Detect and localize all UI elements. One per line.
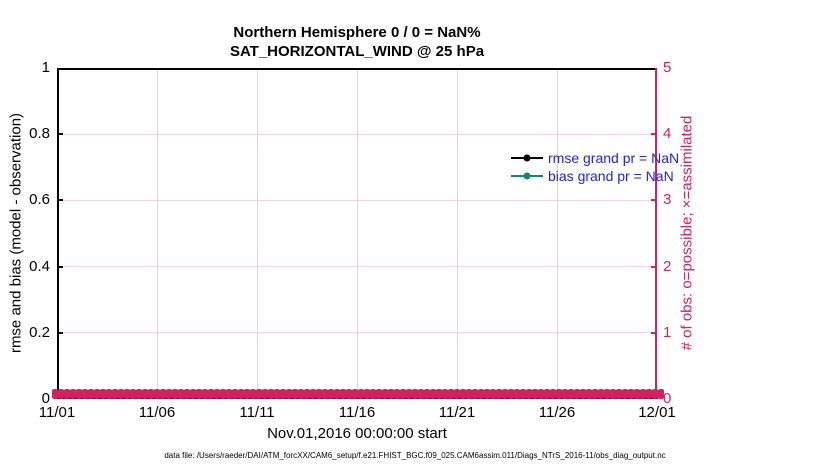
right-y-tick-label: 5 <box>663 59 672 76</box>
rmse-marker-icon <box>523 154 531 162</box>
obs-marker-band <box>52 388 664 400</box>
right-y-tick-mark <box>651 133 657 136</box>
x-axis-label: Nov.01,2016 00:00:00 start <box>267 425 447 442</box>
right-y-tick-mark <box>651 331 657 334</box>
x-gridline <box>256 70 258 398</box>
x-tick-label: 12/01 <box>638 404 676 421</box>
x-tick-label: 11/01 <box>38 404 76 421</box>
left-y-tick-label: 0 <box>41 390 50 407</box>
right-y-tick-label: 4 <box>663 125 672 143</box>
right-y-axis-label: # of obs: o=possible; ×=assimilated <box>678 115 696 351</box>
x-tick-label: 11/06 <box>138 404 176 421</box>
y-gridline <box>59 133 655 135</box>
x-tick-label: 11/26 <box>538 404 576 421</box>
x-tick-label: 11/21 <box>438 404 476 421</box>
right-axis-spine <box>655 68 657 399</box>
left-y-tick-label: 0.2 <box>29 323 50 341</box>
legend-item-bias: bias grand pr = NaN <box>511 167 679 185</box>
x-gridline <box>456 70 458 398</box>
bias-line-swatch <box>511 172 543 180</box>
right-y-tick-label: 0 <box>663 390 672 407</box>
left-y-tick-label: 0.8 <box>29 125 50 143</box>
x-gridline <box>156 70 158 398</box>
legend-label-rmse: rmse grand pr = NaN <box>548 150 680 166</box>
right-y-tick-label: 1 <box>663 323 672 341</box>
right-y-tick-label: 2 <box>663 257 672 275</box>
plot-area: rmse grand pr = NaN bias grand pr = NaN <box>52 68 679 400</box>
left-y-tick-mark <box>57 199 63 202</box>
rmse-line-swatch <box>511 154 543 162</box>
left-y-tick-label: 0.6 <box>29 191 50 209</box>
left-y-tick-mark <box>57 133 63 136</box>
title-line-1: Northern Hemisphere 0 / 0 = NaN% <box>233 24 481 41</box>
data-file-caption: data file: /Users/raeder/DAI/ATM_forcXX/… <box>164 451 666 460</box>
right-y-tick-mark <box>651 199 657 202</box>
right-y-tick-mark <box>651 265 657 268</box>
top-axis-spine <box>57 68 657 70</box>
title-line-2: SAT_HORIZONTAL_WIND @ 25 hPa <box>229 43 485 60</box>
x-tick-label: 11/16 <box>338 404 376 421</box>
left-y-tick-label: 1 <box>41 59 50 76</box>
x-tick-label: 11/11 <box>239 404 275 421</box>
legend-item-rmse: rmse grand pr = NaN <box>511 149 679 167</box>
x-gridline <box>356 70 358 398</box>
legend-label-bias: bias grand pr = NaN <box>548 168 674 184</box>
y-gridline <box>59 332 655 334</box>
y-gridline <box>59 266 655 268</box>
left-y-tick-label: 0.4 <box>29 257 50 275</box>
bias-marker-icon <box>523 172 531 180</box>
left-axis-spine <box>57 68 59 399</box>
x-gridline <box>556 70 558 398</box>
legend: rmse grand pr = NaN bias grand pr = NaN <box>511 149 679 185</box>
chart-title: Northern Hemisphere 0 / 0 = NaN% SAT_HOR… <box>57 23 657 61</box>
right-y-tick-label: 3 <box>663 191 672 209</box>
left-y-tick-mark <box>57 331 63 334</box>
y-gridline <box>59 199 655 201</box>
left-y-axis-label: rmse and bias (model - observation) <box>7 112 25 354</box>
left-y-tick-mark <box>57 265 63 268</box>
